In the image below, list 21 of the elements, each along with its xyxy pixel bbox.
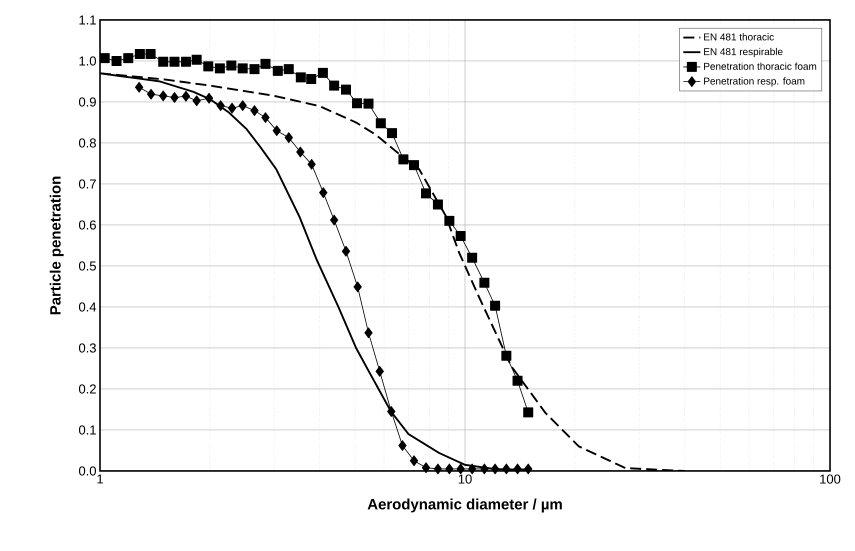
y-tick-label: 0.7: [78, 179, 96, 189]
legend-label: Penetration resp. foam: [704, 77, 804, 87]
y-tick-label: 0.6: [78, 220, 96, 230]
y-tick-label: 0.0: [78, 466, 96, 476]
legend-label: EN 481 thoracic: [704, 33, 774, 40]
y-tick-label: 0.1: [78, 425, 96, 435]
y-tick-label: 0.3: [78, 343, 96, 353]
legend-label: Penetration thoracic foam: [704, 62, 816, 70]
y-tick-label: 0.2: [78, 384, 96, 394]
y-tick-label: 0.4: [78, 302, 96, 312]
x-tick-label: 10: [458, 474, 472, 484]
y-axis-title: Particle penetration: [50, 176, 64, 314]
legend-label: EN 481 respirable: [704, 48, 783, 58]
y-tick-label: 1.0: [79, 56, 96, 66]
y-tick-label: 0.8: [78, 138, 96, 148]
x-tick-label: 1: [97, 474, 103, 484]
y-tick-label: 0.5: [78, 261, 96, 271]
y-tick-label: 1.1: [79, 16, 96, 24]
y-tick-label: 0.9: [78, 97, 96, 107]
x-tick-label: 100: [820, 474, 840, 484]
x-axis-title: Aerodynamic diameter / µm: [368, 498, 562, 512]
